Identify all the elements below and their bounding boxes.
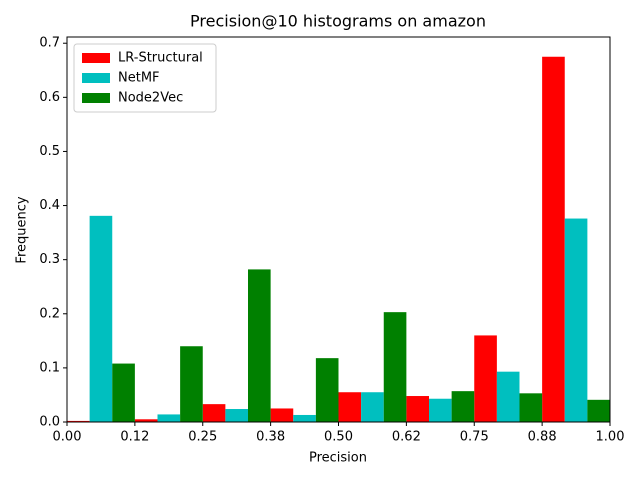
bar	[225, 409, 248, 422]
x-tick-label: 0.12	[120, 430, 149, 445]
bar	[564, 218, 588, 422]
bar	[315, 358, 339, 422]
x-tick-label: 0.62	[392, 430, 421, 445]
bar	[248, 269, 271, 422]
y-tick-label: 0.4	[39, 198, 60, 213]
bar	[202, 404, 226, 422]
y-tick-label: 0.0	[39, 415, 60, 430]
x-tick-label: 0.25	[188, 430, 217, 445]
bar	[542, 56, 565, 423]
bar	[157, 414, 181, 422]
y-tick-label: 0.2	[39, 306, 60, 321]
bar	[451, 391, 475, 422]
bar	[519, 393, 543, 422]
x-tick-label: 0.00	[53, 430, 82, 445]
x-tick-label: 0.88	[528, 430, 557, 445]
bar	[89, 215, 113, 422]
legend-label: LR-Structural	[118, 51, 203, 66]
bar	[180, 346, 203, 422]
y-tick-label: 0.1	[39, 360, 60, 375]
bar	[496, 371, 520, 422]
bar	[587, 399, 610, 422]
y-tick-label: 0.3	[39, 252, 60, 267]
bar	[383, 312, 407, 422]
y-tick-label: 0.6	[39, 90, 60, 105]
y-axis-label: Frequency	[15, 196, 30, 263]
x-axis-label: Precision	[309, 451, 367, 466]
legend-swatch	[82, 93, 110, 103]
bar	[429, 398, 452, 422]
bar	[361, 392, 384, 422]
bar	[338, 392, 362, 422]
legend-label: Node2Vec	[118, 91, 183, 106]
bar	[134, 419, 158, 422]
x-tick-label: 0.50	[324, 430, 353, 445]
x-tick-label: 0.75	[460, 430, 489, 445]
chart-title: Precision@10 histograms on amazon	[190, 12, 486, 31]
legend-swatch	[82, 53, 110, 63]
y-tick-label: 0.7	[39, 36, 60, 51]
x-tick-label: 1.00	[596, 430, 625, 445]
bar	[270, 408, 294, 422]
bar	[67, 420, 90, 422]
bar	[406, 396, 429, 422]
x-tick-label: 0.38	[256, 430, 285, 445]
bar	[293, 414, 316, 422]
bar	[474, 335, 497, 422]
legend-label: NetMF	[118, 71, 160, 86]
bar	[112, 363, 135, 422]
legend-swatch	[82, 73, 110, 83]
y-tick-label: 0.5	[39, 144, 60, 159]
